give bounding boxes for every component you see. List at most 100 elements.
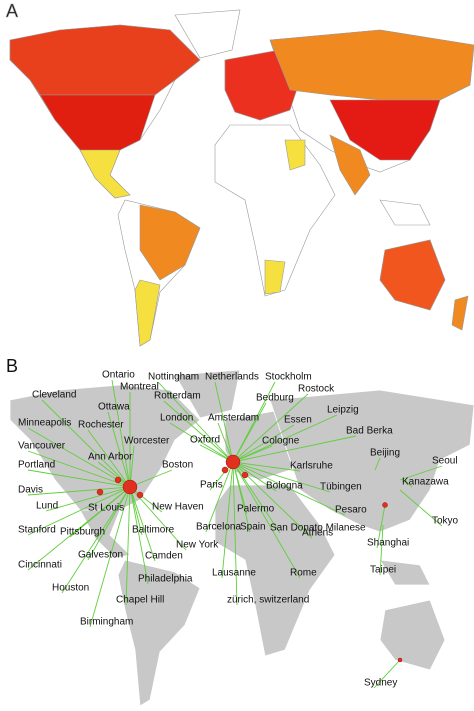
- city-label: Rome: [290, 568, 317, 579]
- leader-line: [232, 435, 357, 463]
- city-label: Oxford: [190, 435, 220, 446]
- city-label: Shanghai: [367, 538, 409, 549]
- city-label: Stanford: [18, 525, 56, 536]
- leader-line: [107, 411, 131, 488]
- city-label: San Donato Milanese: [270, 523, 366, 534]
- leader-line: [374, 457, 381, 471]
- city-label: Barcelona: [196, 522, 241, 533]
- location-dot: [96, 488, 104, 496]
- leader-line: [27, 469, 131, 488]
- city-label: Kanazawa: [402, 477, 449, 488]
- location-dot: [397, 657, 403, 663]
- location-dot: [382, 502, 388, 508]
- city-label: Cleveland: [32, 390, 76, 401]
- leader-line: [41, 399, 131, 488]
- city-label: Ottawa: [98, 402, 130, 413]
- leader-line: [232, 461, 301, 472]
- leader-line: [232, 461, 301, 579]
- leader-line: [221, 461, 234, 579]
- location-dot: [221, 466, 229, 474]
- city-label: Montreal: [120, 382, 159, 393]
- leader-line: [27, 486, 131, 496]
- leader-line: [27, 450, 131, 488]
- leader-line: [232, 461, 346, 516]
- city-label: Chapel Hill: [116, 595, 164, 606]
- leader-line: [45, 486, 131, 512]
- leader-line: [379, 524, 384, 576]
- leader-line: [61, 486, 131, 594]
- leader-line: [27, 486, 131, 571]
- leader-lines: [27, 379, 443, 689]
- city-label: Sydney: [364, 678, 397, 689]
- city-label: Philadelphia: [138, 574, 193, 585]
- city-label: Karlsruhe: [290, 461, 333, 472]
- city-label: Pesaro: [335, 505, 367, 516]
- location-dot: [122, 479, 138, 495]
- city-label: Beijing: [370, 448, 400, 459]
- city-label: Taipei: [370, 565, 396, 576]
- city-label: Nottingham: [148, 372, 199, 383]
- leader-line: [232, 402, 267, 463]
- leader-line: [232, 393, 309, 463]
- leader-line: [169, 422, 234, 463]
- leader-line: [27, 486, 131, 536]
- leader-line: [376, 504, 386, 549]
- argentina: [134, 279, 161, 347]
- leader-line: [232, 461, 251, 533]
- city-label: Cincinnati: [18, 560, 62, 571]
- canada: [9, 24, 201, 96]
- city-label: Pittsburgh: [60, 527, 105, 538]
- city-label: Houston: [52, 583, 89, 594]
- leader-line: [87, 429, 131, 488]
- location-dot: [114, 476, 122, 484]
- leader-line: [129, 486, 143, 536]
- leader-line: [232, 461, 331, 493]
- china: [329, 99, 441, 161]
- leader-line: [111, 379, 131, 488]
- leader-line: [129, 486, 149, 585]
- leader-line: [232, 461, 281, 534]
- leader-line: [205, 461, 234, 533]
- india: [329, 134, 371, 196]
- location-dot: [225, 454, 241, 470]
- city-label: Rotterdam: [154, 391, 201, 402]
- city-label: Stockholm: [265, 372, 312, 383]
- city-label: Bad Berka: [346, 426, 393, 437]
- city-label: Netherlands: [205, 372, 259, 383]
- panel-label: A: [6, 1, 18, 21]
- leader-line: [129, 486, 156, 562]
- leader-line: [89, 486, 131, 628]
- leader-line: [214, 381, 234, 463]
- leader-line: [27, 427, 131, 488]
- panel-a: A: [6, 0, 474, 347]
- city-label: Tokyo: [432, 516, 459, 527]
- city-label: Worcester: [124, 436, 170, 447]
- city-label: Essen: [284, 415, 312, 426]
- city-label: Portland: [18, 460, 55, 471]
- city-label: Seoul: [432, 456, 458, 467]
- city-label: Rostock: [298, 384, 335, 395]
- city-label: Ontario: [102, 370, 135, 381]
- brazil: [139, 204, 201, 281]
- city-label: Ann Arbor: [88, 452, 133, 463]
- panel-label: B: [6, 356, 18, 376]
- city-label: Tübingen: [320, 482, 362, 493]
- leader-line: [404, 479, 413, 488]
- city-label: Spain: [240, 522, 266, 533]
- city-label: Minneapolis: [18, 418, 71, 429]
- location-dot: [241, 471, 249, 479]
- city-label: Cologne: [262, 436, 300, 447]
- city-label: Vancouver: [18, 441, 66, 452]
- mexico: [79, 149, 131, 199]
- leader-line: [232, 461, 238, 606]
- city-label: Birmingham: [80, 617, 133, 628]
- leader-line: [399, 489, 443, 527]
- city-label: Boston: [162, 460, 193, 471]
- leader-line: [163, 400, 234, 463]
- leader-line: [87, 486, 131, 561]
- leader-line: [125, 486, 131, 606]
- city-label: Galveston: [78, 550, 123, 561]
- leader-line: [232, 424, 295, 463]
- city-label: Lund: [36, 501, 58, 512]
